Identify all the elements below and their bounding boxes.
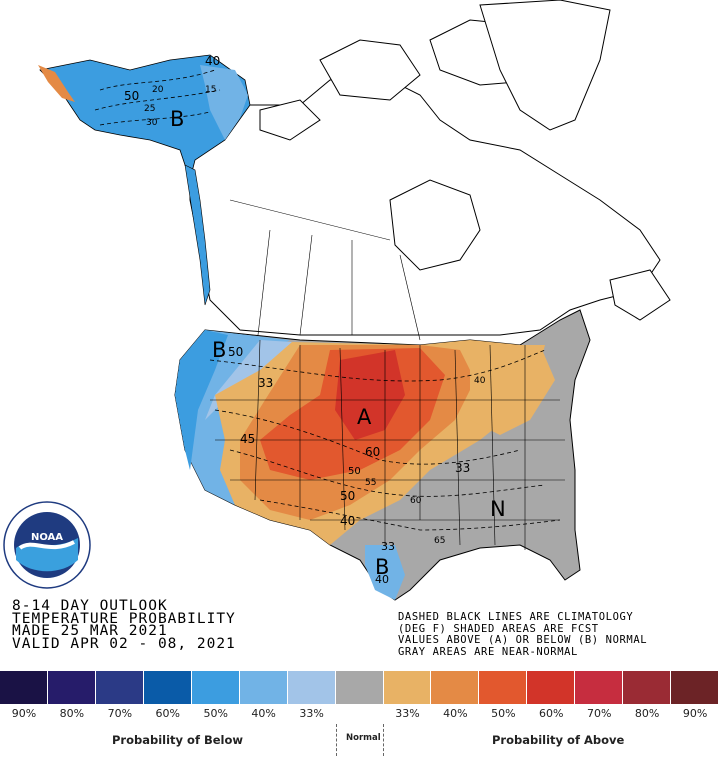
notes-line: DASHED BLACK LINES ARE CLIMATOLOGY: [398, 611, 634, 623]
legend-swatch-above-33: [383, 671, 432, 704]
legend-label: 80%: [634, 707, 660, 720]
title-line: TEMPERATURE PROBABILITY: [12, 610, 236, 627]
legend-label: 40%: [443, 707, 468, 720]
normal-divider-left: [336, 724, 337, 756]
legend-label: 50%: [203, 707, 228, 720]
contour-label: 33: [258, 376, 273, 390]
legend-label: 33%: [299, 707, 324, 720]
legend-swatch-normal: [335, 671, 384, 704]
us-northeast-above-40: [470, 345, 555, 435]
legend-swatch-below-33: [287, 671, 336, 704]
us-west-coast-dark-below: [175, 330, 228, 470]
legend-swatch-below-90: [0, 671, 48, 704]
normal-divider-right: [383, 724, 384, 756]
bc-coast-below: [184, 164, 211, 306]
legend-color-bar: [0, 671, 719, 704]
normal-caption: Normal: [346, 733, 381, 743]
contour-label: 40: [375, 573, 389, 586]
legend-label: 90%: [11, 707, 37, 720]
climatology-contours: [94, 69, 561, 531]
contour-label: 33: [381, 540, 395, 553]
legend-swatch-above-80: [623, 671, 672, 704]
legend-swatch-above-50: [479, 671, 528, 704]
above-caption: Probability of Above: [492, 733, 625, 747]
legend-swatch-below-40: [239, 671, 288, 704]
contour-label: 45: [240, 432, 255, 446]
legend-label: 33%: [395, 707, 420, 720]
legend-swatch-below-60: [143, 671, 192, 704]
notes-line: GRAY AREAS ARE NEAR-NORMAL: [398, 645, 578, 658]
legend-swatch-above-90: [671, 671, 719, 704]
notes-line: VALUES ABOVE (A) OR BELOW (B) NORMAL: [398, 634, 648, 646]
legend-label: 60%: [539, 707, 564, 720]
legend-swatch-below-80: [47, 671, 96, 704]
southeast-region-letter: N: [490, 497, 506, 521]
alaska-below-area: [39, 54, 251, 182]
central-region-letter: A: [357, 405, 372, 429]
title-line: 8-14 DAY OUTLOOK: [12, 598, 168, 614]
texas-region-letter: B: [375, 555, 389, 579]
contour-label: 50: [340, 489, 355, 503]
contour-label: 40: [205, 54, 220, 68]
legend-label: 90%: [682, 707, 708, 720]
legend-label: 50%: [491, 707, 516, 720]
outlook-map: 40 15 20 50 25 30 50 33 45 60 50 55 50 4…: [3, 0, 671, 601]
legend-labels: 90% 80% 70% 60% 50% 40% 33% 33% 40% 50% …: [0, 707, 719, 721]
hudson-bay: [389, 179, 481, 271]
province-boundaries: [229, 199, 421, 341]
contour-label: 50: [228, 345, 243, 359]
below-caption: Probability of Below: [112, 733, 243, 747]
legend-swatch-above-40: [431, 671, 480, 704]
outlook-title-block: 8-14 DAY OUTLOOK TEMPERATURE PROBABILITY…: [12, 598, 236, 652]
legend-label: 80%: [59, 707, 85, 720]
contour-label: 20: [152, 85, 164, 95]
noaa-logo-text: NOAA: [31, 532, 63, 543]
greenland: [479, 0, 611, 131]
map-notes-block: DASHED BLACK LINES ARE CLIMATOLOGY (DEG …: [398, 611, 648, 658]
contour-label: 30: [146, 118, 158, 128]
contour-label: 40: [340, 514, 355, 528]
arctic-island-1: [319, 39, 421, 101]
contour-label: 33: [455, 461, 470, 475]
legend-label: 70%: [586, 707, 612, 720]
legend-label: [336, 707, 384, 721]
legend-label: 70%: [107, 707, 133, 720]
contour-label: 65: [434, 536, 445, 546]
title-line: VALID APR 02 - 08, 2021: [12, 635, 236, 652]
contour-label: 25: [144, 104, 155, 114]
legend-swatch-below-70: [95, 671, 144, 704]
arctic-island-3: [259, 99, 321, 141]
contour-label: 15: [205, 85, 216, 95]
newfoundland: [609, 269, 671, 321]
contour-label: 40: [474, 376, 486, 386]
alaska-light-area: [200, 65, 248, 140]
texas-below-area: [365, 545, 405, 600]
alaska-region-letter: B: [170, 107, 184, 131]
contour-label: 50: [348, 466, 361, 477]
contour-label: 55: [365, 478, 376, 488]
legend-swatch-above-60: [527, 671, 576, 704]
noaa-logo: NOAA: [3, 501, 91, 589]
legend-swatch-above-70: [575, 671, 624, 704]
contour-label: 60: [410, 496, 422, 506]
contour-label: 60: [365, 445, 380, 459]
legend-label: 60%: [155, 707, 180, 720]
us-central-above-70: [335, 350, 405, 440]
contour-label: 50: [124, 89, 139, 103]
legend-label: 40%: [251, 707, 276, 720]
northwest-region-letter: B: [212, 338, 226, 362]
alaska-above-area: [38, 65, 75, 102]
state-boundaries: [210, 339, 565, 550]
legend-swatch-below-50: [191, 671, 240, 704]
title-line: MADE 25 MAR 2021: [12, 623, 168, 639]
notes-line: (DEG F) SHADED AREAS ARE FCST: [398, 622, 599, 635]
